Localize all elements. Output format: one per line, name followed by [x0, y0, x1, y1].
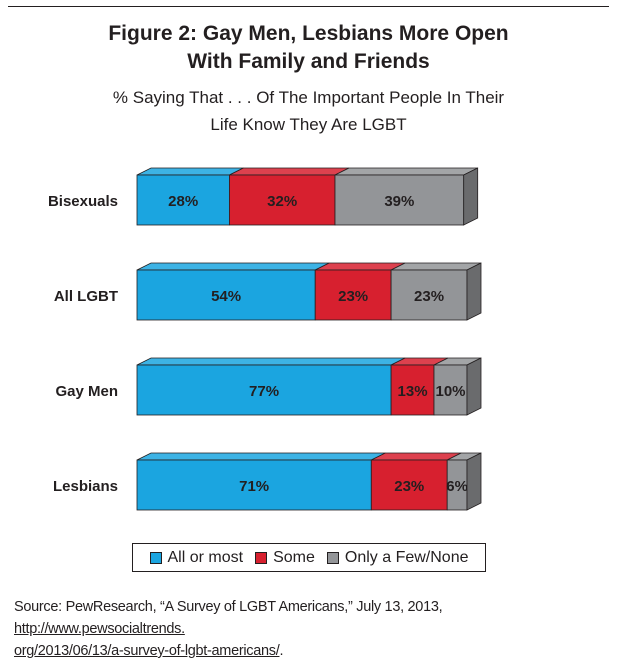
legend-label-few-none: Only a Few/None [344, 548, 469, 566]
title-line-1: Figure 2: Gay Men, Lesbians More Open [108, 22, 509, 45]
chart-title: Figure 2: Gay Men, Lesbians More Open Wi… [0, 20, 617, 76]
legend-swatch-few-none [326, 551, 339, 564]
bar-segment-some [314, 269, 392, 321]
source-link-part-2[interactable]: org/2013/06/13/a-survey-of-lgbt-american… [14, 643, 280, 659]
source-note: Source: PewResearch, “A Survey of LGBT A… [14, 596, 614, 662]
legend-item-some: Some [255, 549, 315, 567]
bar-top-all-or-most [136, 357, 406, 366]
data-label-few-none: 6% [446, 478, 468, 495]
bar-top-some [371, 452, 462, 461]
legend-swatch-all-or-most [149, 551, 162, 564]
category-label: Gay Men [55, 383, 118, 400]
subtitle-line-2: Life Know They Are LGBT [210, 115, 407, 134]
bar-side-face [463, 167, 479, 226]
legend-item-few-none: Only a Few/None [326, 548, 469, 567]
source-text: Source: PewResearch, “A Survey of LGBT A… [14, 599, 443, 615]
bar-side-face [466, 357, 482, 416]
bar-top-some [315, 262, 406, 271]
stacked-bar-chart: Bisexuals 28% 32% 39% All LGBT 54% 23% 23% Gay M… [48, 167, 482, 511]
legend-swatch-some [255, 551, 268, 564]
bar-top-few-none [334, 167, 478, 176]
data-label-some: 32% [267, 193, 297, 210]
bar-top-all-or-most [136, 262, 330, 271]
bar-segment-some [228, 174, 336, 226]
data-label-few-none: 39% [384, 193, 414, 210]
bar-top-all-or-most [136, 452, 386, 461]
bar-top-all-or-most [136, 167, 244, 176]
source-link-part-1[interactable]: http://www.pewsocialtrends. [14, 621, 185, 637]
bar-segment-all-or-most [136, 174, 230, 226]
top-rule [8, 6, 609, 7]
data-label-few-none: 23% [414, 288, 444, 305]
source-end: . [279, 643, 284, 659]
legend-label-some: Some [273, 548, 315, 566]
category-label: Bisexuals [48, 193, 118, 210]
category-label: All LGBT [54, 288, 118, 305]
data-label-some: 23% [394, 478, 424, 495]
data-label-some: 23% [338, 288, 368, 305]
legend-item-all-or-most: All or most [149, 548, 244, 567]
data-label-some: 13% [398, 383, 428, 400]
data-label-few-none: 10% [435, 383, 465, 400]
chart-subtitle: % Saying That . . . Of The Important Peo… [0, 84, 617, 138]
category-label: Lesbians [53, 478, 118, 495]
bar-segment-all-or-most [136, 459, 372, 511]
bar-top-few-none [390, 262, 482, 271]
bar-segment-few-none [334, 174, 465, 226]
bar-side-face [466, 262, 482, 321]
bar-segment-all-or-most [136, 364, 392, 416]
data-label-all-or-most: 77% [249, 383, 279, 400]
title-line-2: With Family and Friends [187, 50, 430, 73]
data-label-all-or-most: 54% [211, 288, 241, 305]
bar-segment-some [370, 459, 448, 511]
bar-segment-few-none [390, 269, 468, 321]
data-label-all-or-most: 71% [239, 478, 269, 495]
data-label-all-or-most: 28% [168, 193, 198, 210]
legend: All or most Some Only a Few/None [132, 543, 486, 572]
legend-label-all-or-most: All or most [167, 548, 244, 566]
bar-side-face [466, 452, 482, 511]
bar-top-some [229, 167, 350, 176]
bar-segment-few-none [433, 364, 468, 416]
bar-segment-all-or-most [136, 269, 316, 321]
subtitle-line-1: % Saying That . . . Of The Important Peo… [112, 88, 505, 107]
